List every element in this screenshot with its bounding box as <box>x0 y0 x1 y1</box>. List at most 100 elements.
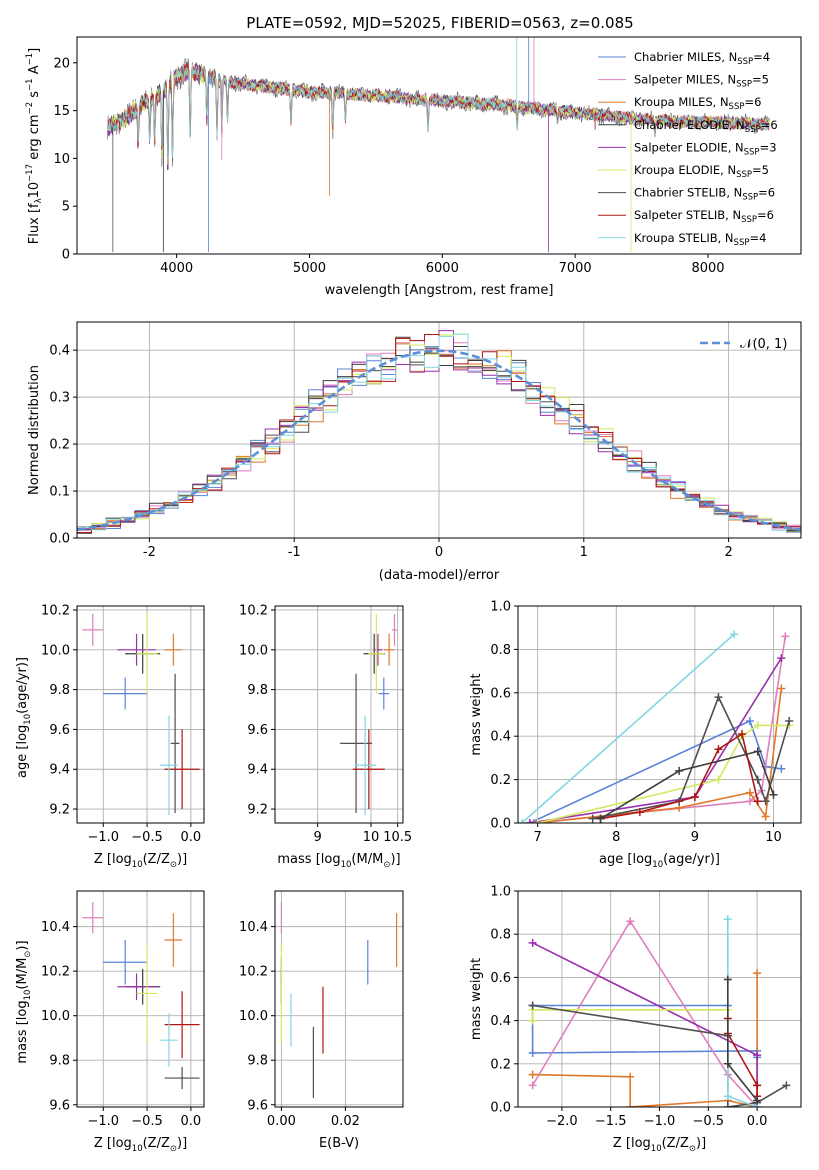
weight_vs_age-xlabel: age [log10​(age/yr)] <box>599 852 720 870</box>
weight_vs_Z-xlabel: Z [log10​(Z/Z⊙​)] <box>613 1136 706 1154</box>
mass_vs_Z-xtick-label: −1.0 <box>87 1114 119 1129</box>
age_vs_Z-axes: −1.0 −0.5 0.0 9.2 9.4 9.6 9.8 10.0 10.2 <box>41 603 205 845</box>
weight_vs_Z-point-marker <box>782 1081 791 1090</box>
weight_vs_age-xtick-label: 8 <box>612 830 620 845</box>
weight_vs_age-ytick-label: 0.4 <box>490 730 511 745</box>
weight_vs_age-point-marker <box>761 812 770 821</box>
spectrum-frame <box>76 36 802 255</box>
figure-title: PLATE=0592, MJD=52025, FIBERID=0563, z=0… <box>246 14 633 32</box>
mass_vs_ebv-frame <box>274 890 404 1108</box>
weight_vs_Z-point-marker <box>528 1001 537 1010</box>
weight_vs_Z-xtick-label: −1.5 <box>595 1114 627 1129</box>
spectrum-xtick-label: 6000 <box>426 261 459 276</box>
weight_vs_Z-point-marker <box>528 1070 537 1079</box>
weight_vs_Z-ytick-label: 1.0 <box>490 885 511 900</box>
weight_vs_age-point-marker <box>777 684 786 693</box>
spectrum-legend-label: Kroupa MILES, NSSP=6 <box>634 95 761 112</box>
weight_vs_Z-xtick-label: −1.0 <box>644 1114 676 1129</box>
weight_vs_age-point-marker <box>769 790 778 799</box>
residuals-ytick-label: 0.1 <box>49 485 70 500</box>
age_vs_Z-plot-area <box>82 613 200 816</box>
weight_vs_Z-axes: −2.0 −1.5 −1.0 −0.5 0.0 0.0 0.2 0.4 0.6 0.8 1.0 <box>490 885 802 1129</box>
spectrum-plot-area <box>107 37 770 253</box>
weight_vs_age-xtick-label: 7 <box>534 830 542 845</box>
spectrum-xtick-label: 5000 <box>293 261 326 276</box>
weight_vs_age-xtick-label: 10 <box>765 830 782 845</box>
residuals-xtick-label: -1 <box>288 545 301 560</box>
weight_vs_Z-point-marker <box>723 915 732 924</box>
weight_vs_age-point-marker <box>753 721 762 730</box>
spectrum-legend-label: Kroupa ELODIE, NSSP=5 <box>634 163 769 180</box>
weight_vs_age-ytick-label: 0.0 <box>490 817 511 832</box>
age_vs_mass-ytick-label: 9.2 <box>247 803 268 818</box>
age_vs_mass-ytick-label: 10.0 <box>239 643 268 658</box>
weight_vs_age-xtick-label: 9 <box>691 830 699 845</box>
weight_vs_Z-ytick-label: 0.4 <box>490 1014 511 1029</box>
spectrum-xtick-label: 8000 <box>691 261 724 276</box>
age_vs_mass-ytick-label: 10.2 <box>239 603 268 618</box>
mass_vs_ebv-ytick-label: 10.4 <box>239 920 268 935</box>
age_vs_mass-frame <box>274 605 404 824</box>
weight_vs_Z-point-marker <box>528 1081 537 1090</box>
mass_vs_Z-ylabel: mass [log10​(M/M⊙​)] <box>15 940 33 1063</box>
weight_vs_Z-point-marker <box>753 1051 762 1060</box>
weight_vs_age-series-line <box>600 750 775 820</box>
weight_vs_age-point-marker <box>777 764 786 773</box>
weight_vs_age-point-marker <box>525 819 534 823</box>
weight_vs_age-plot-area <box>518 630 794 823</box>
weight_vs_Z-point-marker <box>626 1072 635 1081</box>
residuals-plot-area <box>77 330 801 534</box>
spectrum-xtick-label: 4000 <box>160 261 193 276</box>
age_vs_mass-xtick-label: 9 <box>314 830 322 845</box>
weight_vs_age-point-marker <box>753 797 762 806</box>
weight_vs_age-point-marker <box>781 632 790 641</box>
weight_vs_Z-point-marker <box>528 1016 537 1025</box>
weight_vs_age-series-line <box>600 732 759 820</box>
mass_vs_ebv-ytick-label: 10.0 <box>239 1009 268 1024</box>
spectrum-ytick-label: 10 <box>53 152 70 167</box>
weight_vs_Z-series-line <box>532 1004 787 1107</box>
mass_vs_ebv-plot-area <box>280 902 398 1099</box>
weight_vs_age-point-marker <box>785 717 794 726</box>
weight_vs_age-ytick-label: 0.2 <box>490 773 511 788</box>
weight_vs_Z-frame <box>517 890 802 1108</box>
spectrum-ylabel: Flux [fλ10−17 erg cm−2 s−1 A−1] <box>25 48 44 244</box>
residuals-ytick-label: 0.0 <box>49 532 70 547</box>
weight_vs_Z-point-marker <box>723 1092 732 1101</box>
weight_vs_age-point-marker <box>635 808 644 817</box>
mass_vs_ebv-xtick-label: 0.02 <box>331 1114 360 1129</box>
age_vs_Z-ylabel: age [log10​(age/yr)] <box>15 657 33 778</box>
mass_vs_ebv-xtick-label: 0.00 <box>267 1114 296 1129</box>
weight_vs_age-point-marker <box>753 775 762 784</box>
weight_vs_Z-ytick-label: 0.2 <box>490 1057 511 1072</box>
weight_vs_Z-point-marker <box>626 1103 635 1107</box>
mass_vs_Z-frame <box>76 890 205 1108</box>
age_vs_Z-ytick-label: 9.2 <box>49 803 70 818</box>
weight_vs_age-point-marker <box>596 814 605 823</box>
spectrum-xlabel: wavelength [Angstrom, rest frame] <box>325 283 554 298</box>
weight_vs_Z-point-marker <box>753 969 762 978</box>
age_vs_Z-xtick-label: −1.0 <box>87 830 119 845</box>
spectrum-legend-label: Kroupa STELIB, NSSP=4 <box>634 231 766 248</box>
residuals-ytick-label: 0.3 <box>49 391 70 406</box>
residuals-xlabel: (data-model)/error <box>379 568 500 583</box>
weight_vs_age-point-marker <box>714 693 723 702</box>
weight_vs_age-point-marker <box>730 630 739 639</box>
weight_vs_age-series-line <box>592 695 790 820</box>
residuals-xtick-label: 1 <box>580 545 588 560</box>
weight_vs_Z-point-marker <box>528 1049 537 1057</box>
weight_vs_age-point-marker <box>690 792 699 801</box>
mass_vs_Z-ytick-label: 10.0 <box>41 1009 70 1024</box>
age_vs_Z-ytick-label: 10.0 <box>41 643 70 658</box>
age_vs_mass-ytick-label: 9.8 <box>247 683 268 698</box>
mass_vs_Z-ytick-label: 9.6 <box>49 1098 70 1113</box>
mass_vs_ebv-ytick-label: 10.2 <box>239 965 268 980</box>
residuals-ytick-label: 0.4 <box>49 344 70 359</box>
mass_vs_Z-ytick-label: 10.2 <box>41 965 70 980</box>
mass_vs_Z-plot-area <box>82 902 200 1090</box>
residuals-ylabel: Normed distribution <box>27 365 42 495</box>
weight_vs_Z-ytick-label: 0.6 <box>490 971 511 986</box>
weight_vs_age-point-marker <box>745 788 754 797</box>
mass_vs_ebv-ytick-label: 9.8 <box>247 1054 268 1069</box>
residuals-xtick-label: -2 <box>143 545 156 560</box>
